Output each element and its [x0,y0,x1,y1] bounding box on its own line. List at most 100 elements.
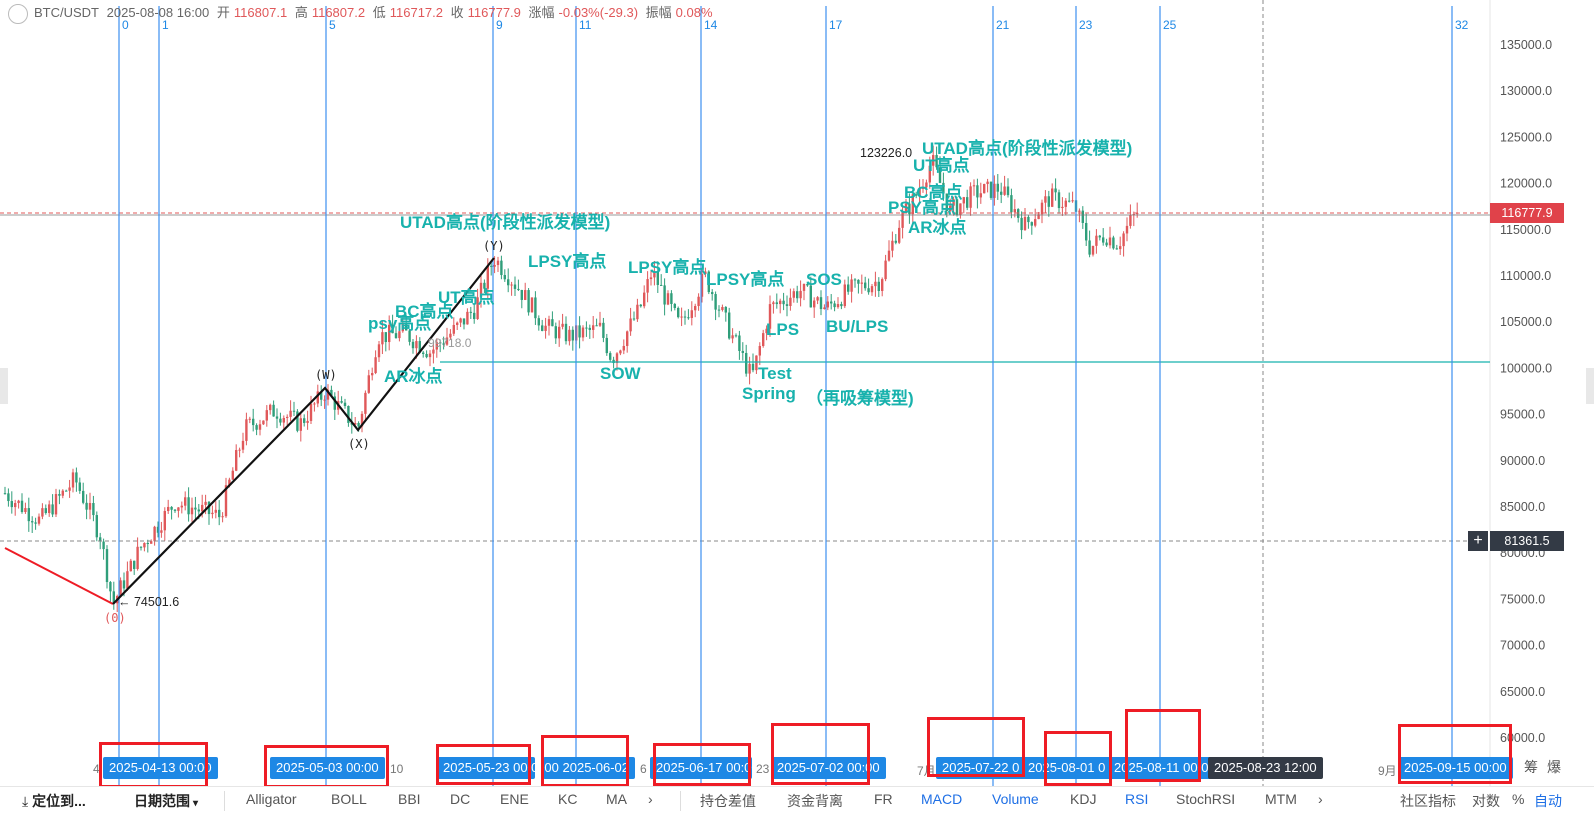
indicator-bbi[interactable]: BBI [398,791,421,807]
percent-scale-toggle[interactable]: % [1512,791,1525,807]
left-panel-handle[interactable] [0,368,8,404]
indicator-volume[interactable]: Volume [992,791,1039,807]
date-pill-0722: 2025-07-22 0 [936,757,1026,779]
candle-body [167,506,170,511]
candle-body [697,296,700,307]
community-indicators-button[interactable]: 社区指标 [1400,793,1456,809]
highlight-box-6 [771,723,870,785]
price-tick-label: 90000.0 [1500,454,1545,468]
candle-body [751,363,755,371]
annotation-price-left: 99718.0 [428,336,472,350]
indicator-mtm[interactable]: MTM [1265,791,1297,807]
candle-body [860,282,863,284]
candle-body [92,503,95,516]
candle-body [663,285,666,305]
chevron-right-icon-2[interactable]: › [1318,791,1323,807]
candle-body [850,279,853,292]
candle-body [700,273,704,297]
candle-body [660,284,663,286]
indicator-macd[interactable]: MACD [921,791,963,807]
candle-body [184,497,187,506]
annotation-sow: SOW [600,364,641,383]
add-alert-button[interactable]: + [1468,531,1488,551]
candle-body [864,282,867,289]
candle-body [289,410,292,417]
candle-body [683,316,687,318]
candle-body [867,288,870,293]
date-pill-0602: 2025-06-02 00:00 [543,757,635,779]
indicator-fund-divergence[interactable]: 资金背离 [787,793,843,809]
liquidation-button[interactable]: 爆 [1547,759,1561,775]
candle-body [1010,195,1013,213]
fib-number-label: 0 [122,18,129,32]
highlight-box-9 [1125,709,1201,782]
indicator-boll[interactable]: BOLL [331,791,367,807]
price-chart[interactable]: 135000.0 130000.0 125000.0 120000.0 115000.0… [0,0,1594,786]
candle-body [955,199,959,215]
candle-body [238,449,241,451]
candle-body [255,425,258,430]
candle-body [1085,222,1088,241]
axis-date-6: 9月 [1378,764,1397,778]
candle-body [119,580,122,597]
chevron-down-icon: ▾ [193,798,199,809]
indicator-stochrsi[interactable]: StochRSI [1176,791,1236,807]
indicator-dc[interactable]: DC [450,791,471,807]
candle-body [71,472,75,488]
high-value: 116807.2 [311,5,366,20]
chevron-right-icon[interactable]: › [648,791,653,807]
candle-body [785,304,789,307]
indicator-kc[interactable]: KC [558,791,578,807]
candle-body [377,344,381,358]
candle-body [598,322,602,326]
candle-body [194,507,197,510]
candle-body [554,326,557,339]
indicator-rsi[interactable]: RSI [1125,791,1149,807]
candle-body [544,325,547,331]
indicator-kdj[interactable]: KDJ [1070,791,1097,807]
candle-body [401,324,404,332]
candle-body [37,516,41,524]
indicator-oi-diff[interactable]: 持仓差值 [700,793,756,809]
amplitude-value: 0.08% [675,5,713,20]
candle-body [796,291,799,299]
candle-body [20,500,24,512]
candle-body [915,194,918,196]
candle-body [41,508,44,517]
candle-body [1081,210,1084,223]
indicator-alligator[interactable]: Alligator [246,791,297,807]
date-range-button[interactable]: 日期范围 ▾ [134,791,198,811]
candle-body [952,199,955,206]
candle-body [211,512,214,515]
candle-body [1037,214,1040,220]
candle-body [768,304,772,329]
wave-label-y: (Y) [483,239,505,253]
annotation-high-value: 123226.0 [860,146,913,160]
chip-button[interactable]: 筹 [1524,759,1538,775]
candle-body [75,472,78,483]
candle-body [534,297,537,319]
candle-body [388,324,391,343]
candle-body [316,391,319,404]
annotation-ar-right: AR冰点 [908,218,967,237]
indicator-fr[interactable]: FR [874,791,893,807]
candle-body [615,353,619,364]
auto-scale-toggle[interactable]: 自动 [1534,793,1562,809]
high-label: 高 [294,5,308,20]
candle-body [972,185,976,187]
candle-body [422,352,425,354]
indicator-ma[interactable]: MA [606,791,627,807]
candle-body [636,304,639,320]
right-panel-handle[interactable] [1586,368,1594,404]
candle-body [275,416,279,419]
fib-number-label: 9 [496,18,503,32]
candle-body [469,311,472,313]
candle-body [490,265,493,267]
locate-button[interactable]: ⤓ 定位到... [22,791,86,811]
symbol-icon[interactable] [8,4,28,24]
fib-number-label: 5 [329,18,336,32]
log-scale-toggle[interactable]: 对数 [1472,793,1500,809]
candle-body [44,508,47,514]
annotation-test: Test [758,364,792,383]
indicator-ene[interactable]: ENE [500,791,529,807]
